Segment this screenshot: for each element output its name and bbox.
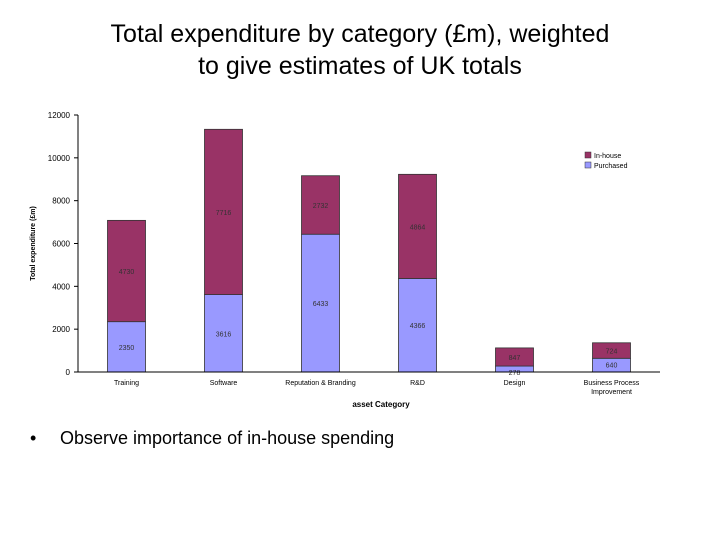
- bar-segment: [301, 233, 340, 373]
- bar-segment: [204, 128, 243, 295]
- data-label: 3616: [216, 331, 232, 338]
- x-tick-label: Reputation & Branding: [285, 380, 356, 387]
- bar-segment: [592, 342, 631, 359]
- data-label: 640: [606, 362, 618, 369]
- slide-title-line-1: Total expenditure by category (£m), weig…: [110, 20, 610, 48]
- y-tick-label: 6000: [52, 240, 70, 249]
- x-tick-label: Design: [504, 380, 526, 387]
- data-label: 847: [509, 355, 521, 362]
- x-axis-title: asset Category: [352, 400, 410, 409]
- data-label: 2732: [313, 203, 329, 210]
- y-axis: 0 2000 4000 6000 8000 10000 12000 Total expendi…: [30, 111, 79, 377]
- data-label: 4864: [410, 224, 426, 231]
- bar-segment: [107, 321, 146, 373]
- data-label: 4366: [410, 323, 426, 330]
- bullet-point: • Observe importance of in-house spending: [30, 427, 394, 449]
- y-tick-label: 0: [66, 368, 71, 377]
- slide-title: Total expenditure by category (£m), weig…: [0, 18, 720, 82]
- legend-swatch: [584, 161, 592, 169]
- x-tick-label: Improvement: [591, 389, 632, 396]
- bar-segment: [301, 175, 340, 235]
- data-labels: 2350 4730 3616 7716 6433 2732 4366 4864 278 847 64…: [119, 203, 618, 377]
- y-axis-title: Total expenditure (£m): [30, 206, 37, 281]
- data-label: 724: [606, 349, 618, 356]
- legend-swatch: [584, 151, 592, 159]
- x-axis: Training Software Reputation & Branding R&D…: [78, 371, 660, 409]
- data-label: 278: [509, 370, 521, 377]
- data-label: 7716: [216, 210, 232, 217]
- x-tick-label: Training: [114, 380, 139, 387]
- bar-segment: [398, 173, 437, 279]
- bullet-icon: •: [30, 428, 37, 448]
- data-label: 6433: [313, 301, 329, 308]
- y-tick-label: 2000: [52, 325, 70, 334]
- y-tick-label: 8000: [52, 197, 70, 206]
- x-tick-label: Software: [210, 380, 238, 387]
- y-tick-label: 4000: [52, 282, 70, 291]
- x-tick-label: Business Process: [584, 380, 640, 387]
- x-tick-label: R&D: [410, 380, 425, 387]
- legend-label: In-house: [594, 153, 621, 160]
- bullet-text: Observe importance of in-house spending: [60, 428, 395, 448]
- bar-segment: [495, 347, 534, 367]
- bar-segment: [107, 219, 146, 323]
- data-label: 2350: [119, 345, 135, 352]
- y-tick-label: 12000: [48, 111, 71, 120]
- data-label: 4730: [119, 269, 135, 276]
- bars: [107, 128, 631, 373]
- bar-segment: [204, 294, 243, 373]
- slide-title-line-2: to give estimates of UK totals: [198, 52, 522, 80]
- legend: In-house Purchased: [584, 151, 628, 170]
- bar-segment: [398, 278, 437, 373]
- y-tick-label: 10000: [48, 154, 71, 163]
- legend-label: Purchased: [594, 163, 628, 170]
